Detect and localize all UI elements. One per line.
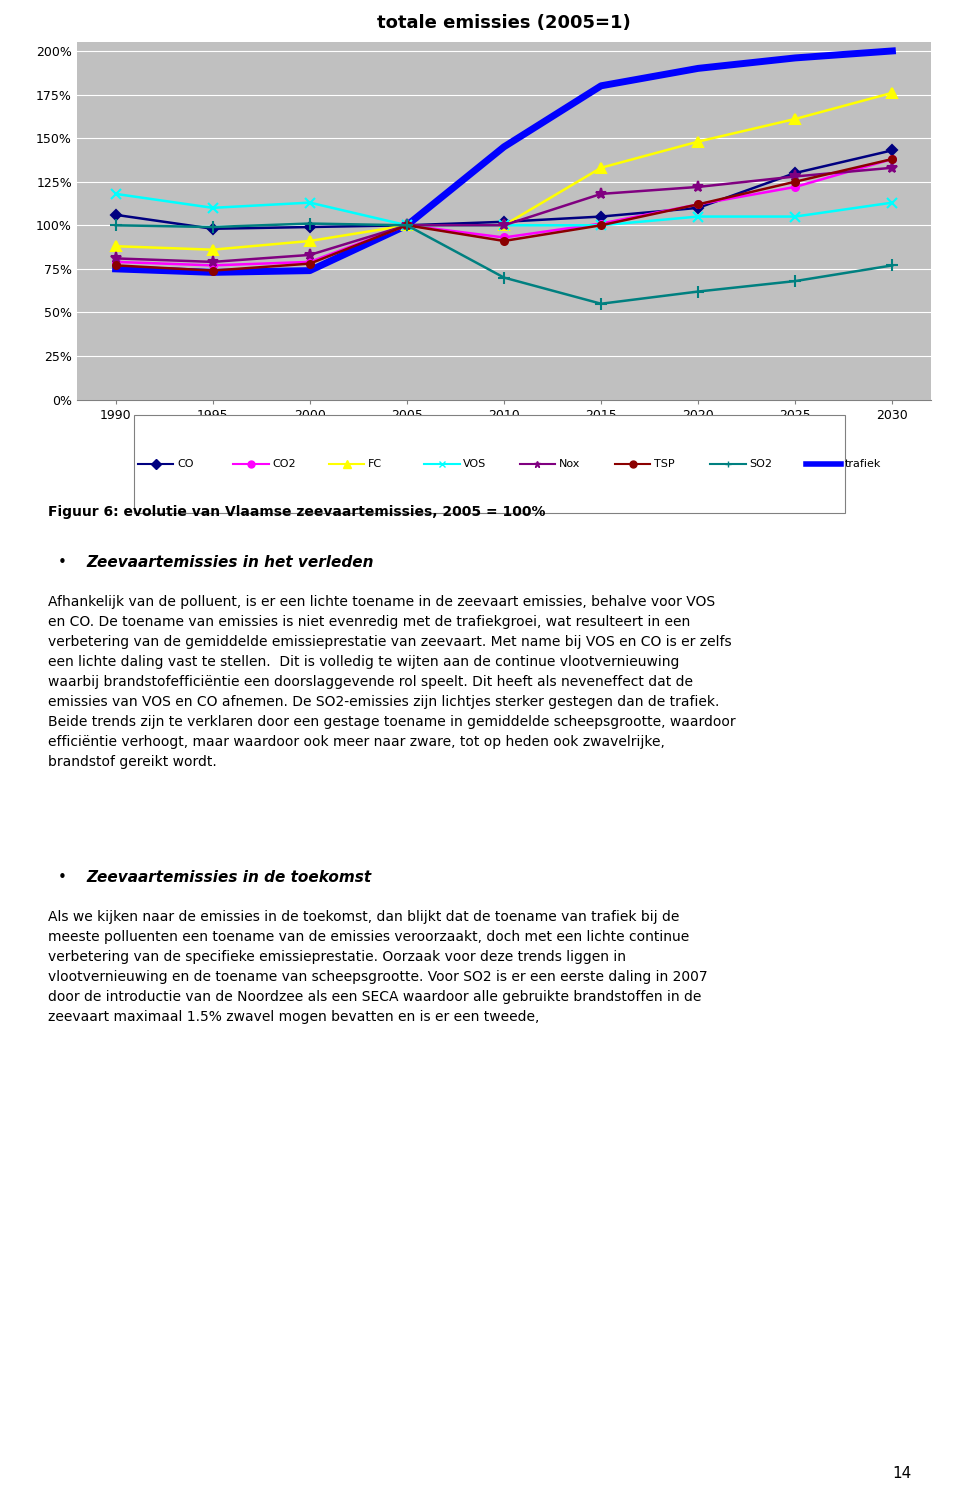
Text: CO2: CO2 bbox=[273, 458, 296, 469]
Text: Nox: Nox bbox=[559, 458, 580, 469]
Text: trafiek: trafiek bbox=[845, 458, 881, 469]
Title: totale emissies (2005=1): totale emissies (2005=1) bbox=[377, 15, 631, 32]
Text: •: • bbox=[58, 555, 66, 570]
Text: Als we kijken naar de emissies in de toekomst, dan blijkt dat de toename van tra: Als we kijken naar de emissies in de toe… bbox=[48, 909, 708, 1024]
Text: Afhankelijk van de polluent, is er een lichte toename in de zeevaart emissies, b: Afhankelijk van de polluent, is er een l… bbox=[48, 596, 735, 769]
Text: CO: CO bbox=[177, 458, 194, 469]
Text: 14: 14 bbox=[893, 1466, 912, 1481]
Text: •: • bbox=[58, 870, 66, 885]
Text: SO2: SO2 bbox=[750, 458, 773, 469]
Text: TSP: TSP bbox=[654, 458, 675, 469]
Text: FC: FC bbox=[368, 458, 382, 469]
Text: Zeevaartemissies in de toekomst: Zeevaartemissies in de toekomst bbox=[86, 870, 372, 885]
Text: Figuur 6: evolutie van Vlaamse zeevaartemissies, 2005 = 100%: Figuur 6: evolutie van Vlaamse zeevaarte… bbox=[48, 505, 545, 519]
Text: VOS: VOS bbox=[464, 458, 487, 469]
Text: Zeevaartemissies in het verleden: Zeevaartemissies in het verleden bbox=[86, 555, 373, 570]
